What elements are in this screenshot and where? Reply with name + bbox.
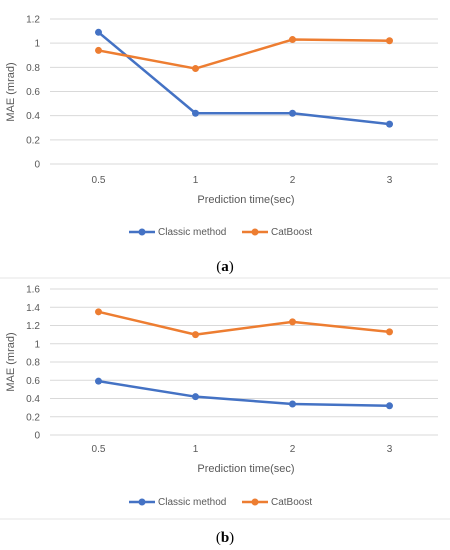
panel-label-b: (b) [216,530,234,546]
data-point-classic [289,109,296,117]
y-tick-label: 1.2 [26,321,40,332]
x-tick-labels: 0.5 1 2 3 [92,444,393,455]
data-point-classic [95,377,102,385]
data-point-catboost [289,318,296,326]
data-point-classic [289,400,296,408]
data-point-classic [192,393,199,401]
data-point-catboost [192,331,199,339]
legend-label-classic: Classic method [158,227,226,238]
y-tick-label: 1 [34,339,40,350]
data-point-catboost [95,308,102,316]
panel-label-b-letter: b [221,530,229,546]
gridlines [50,18,438,165]
data-point-classic [386,120,393,128]
x-tick-label: 0.5 [92,444,106,455]
series-lines [95,28,393,128]
data-point-catboost [192,65,199,73]
x-tick-label: 3 [387,175,393,186]
legend-marker-classic [138,498,146,506]
x-tick-label: 0.5 [92,175,106,186]
legend-label-catboost: CatBoost [271,497,312,508]
y-tick-label: 1.6 [26,285,40,296]
panel-label-a-letter: a [221,259,229,275]
legend-label-classic: Classic method [158,497,226,508]
y-axis-title: MAE (mrad) [5,332,17,391]
y-axis-title: MAE (mrad) [5,62,17,121]
series-line-classic [97,31,390,126]
y-tick-labels: 0 0.2 0.4 0.6 0.8 1 1.2 [26,15,40,171]
y-tick-label: 1.4 [26,303,40,314]
y-tick-label: 0.2 [26,135,40,146]
series-lines [95,308,393,410]
chart-panel-a: 0 0.2 0.4 0.6 0.8 1 1.2 0.5 1 2 3 MAE (mrad) Pred… [5,15,438,275]
series-line-catboost [98,38,390,70]
y-tick-label: 0.6 [26,87,40,98]
data-point-classic [95,28,102,36]
y-tick-label: 0.8 [26,63,40,74]
data-point-classic [192,109,199,117]
y-tick-label: 1.2 [26,15,40,26]
legend: Classic method CatBoost [129,227,312,238]
y-tick-label: 0.4 [26,394,40,405]
series-line-catboost [98,310,390,336]
series-line-classic [98,379,390,408]
x-tick-label: 1 [193,175,199,186]
y-tick-label: 1 [34,39,40,50]
y-tick-label: 0.8 [26,358,40,369]
legend-label-catboost: CatBoost [271,227,312,238]
legend-marker-catboost [251,228,259,236]
legend-marker-catboost [251,498,259,506]
y-tick-label: 0.4 [26,111,40,122]
legend-marker-classic [138,228,146,236]
chart-panel-b: 0 0.2 0.4 0.6 0.8 1 1.2 1.4 1.6 0.5 1 2 3 MAE (mrad… [0,285,450,546]
y-tick-labels: 0 0.2 0.4 0.6 0.8 1 1.2 1.4 1.6 [26,285,40,442]
data-point-catboost [95,46,102,54]
data-point-classic [386,402,393,410]
y-tick-label: 0 [34,431,40,442]
x-axis-title: Prediction time(sec) [197,194,294,206]
x-tick-label: 2 [290,444,296,455]
data-point-catboost [386,37,393,45]
gridlines [50,288,438,436]
data-point-catboost [386,328,393,336]
x-axis-title: Prediction time(sec) [197,463,294,475]
y-tick-label: 0.2 [26,412,40,423]
legend: Classic method CatBoost [129,497,312,508]
x-tick-label: 2 [290,175,296,186]
y-tick-label: 0 [34,160,40,171]
data-point-catboost [289,36,296,44]
x-tick-label: 3 [387,444,393,455]
panel-label-a: (a) [216,259,234,275]
x-tick-label: 1 [193,444,199,455]
y-tick-label: 0.6 [26,376,40,387]
x-tick-labels: 0.5 1 2 3 [92,175,393,186]
